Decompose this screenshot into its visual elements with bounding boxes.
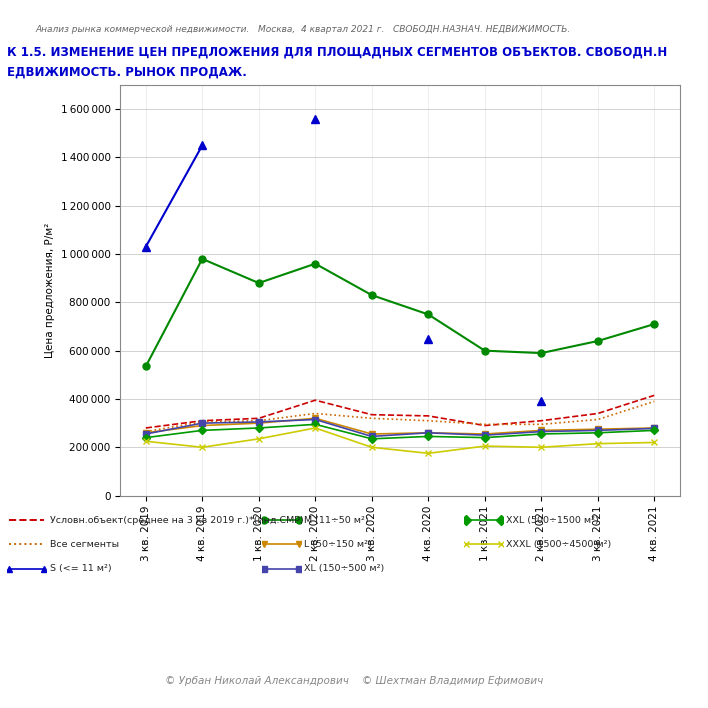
XXXL (1500÷4500 м²) bbox=[255, 435, 263, 443]
Text: © Урбан Николай Александрович    © Шехтман Владимир Ефимович: © Урбан Николай Александрович © Шехтман … bbox=[165, 676, 543, 686]
L (50÷150 м²) bbox=[481, 430, 489, 438]
XXXL (1500÷4500 м²) bbox=[537, 443, 545, 452]
M (11÷50 м²) bbox=[537, 349, 545, 358]
M (11÷50 м²) bbox=[198, 255, 207, 263]
XL (150÷500 м²) bbox=[142, 430, 150, 438]
Все сегменты bbox=[367, 414, 376, 423]
Условн.объект(среднее на 3 кв 2019 г.)*(инд.СМР) bbox=[537, 416, 545, 425]
Line: S (<= 11 м²): S (<= 11 м²) bbox=[142, 115, 545, 406]
L (50÷150 м²) bbox=[593, 425, 602, 433]
XXL (500÷1500 м²) bbox=[198, 426, 207, 435]
Все сегменты bbox=[255, 416, 263, 425]
Text: L (50÷150 м²): L (50÷150 м²) bbox=[304, 540, 372, 549]
XXL (500÷1500 м²) bbox=[481, 433, 489, 442]
Text: К 1.5. ИЗМЕНЕНИЕ ЦЕН ПРЕДЛОЖЕНИЯ ДЛЯ ПЛОЩАДНЫХ СЕГМЕНТОВ ОБЪЕКТОВ. СВОБОДН.Н: К 1.5. ИЗМЕНЕНИЕ ЦЕН ПРЕДЛОЖЕНИЯ ДЛЯ ПЛО… bbox=[7, 46, 668, 59]
Text: M (11÷50 м²): M (11÷50 м²) bbox=[304, 516, 369, 525]
Text: Анализ рынка коммерческой недвижимости.   Москва,  4 квартал 2021 г.   СВОБОДН.Н: Анализ рынка коммерческой недвижимости. … bbox=[35, 25, 571, 34]
Все сегменты bbox=[537, 420, 545, 428]
L (50÷150 м²) bbox=[198, 421, 207, 430]
L (50÷150 м²) bbox=[255, 419, 263, 428]
XXL (500÷1500 м²) bbox=[367, 435, 376, 443]
XL (150÷500 м²) bbox=[255, 418, 263, 426]
Условн.объект(среднее на 3 кв 2019 г.)*(инд.СМР) bbox=[311, 396, 319, 404]
L (50÷150 м²) bbox=[311, 414, 319, 423]
L (50÷150 м²) bbox=[424, 428, 433, 437]
S (<= 11 м²) bbox=[198, 141, 207, 149]
M (11÷50 м²) bbox=[481, 346, 489, 355]
Все сегменты bbox=[650, 397, 658, 406]
XXXL (1500÷4500 м²) bbox=[424, 449, 433, 457]
L (50÷150 м²) bbox=[650, 423, 658, 432]
Все сегменты bbox=[142, 428, 150, 436]
XL (150÷500 м²) bbox=[424, 428, 433, 437]
M (11÷50 м²) bbox=[311, 259, 319, 268]
Line: Все сегменты: Все сегменты bbox=[146, 401, 654, 432]
Все сегменты bbox=[481, 420, 489, 428]
S (<= 11 м²) bbox=[142, 243, 150, 251]
XXXL (1500÷4500 м²) bbox=[198, 443, 207, 452]
M (11÷50 м²) bbox=[255, 279, 263, 287]
XL (150÷500 м²) bbox=[367, 432, 376, 440]
L (50÷150 м²) bbox=[142, 428, 150, 437]
Условн.объект(среднее на 3 кв 2019 г.)*(инд.СМР) bbox=[593, 409, 602, 418]
XXL (500÷1500 м²) bbox=[311, 420, 319, 428]
Text: XL (150÷500 м²): XL (150÷500 м²) bbox=[304, 564, 384, 573]
M (11÷50 м²) bbox=[593, 337, 602, 346]
Text: Условн.объект(среднее на 3 кв 2019 г.)*(инд.СМР): Условн.объект(среднее на 3 кв 2019 г.)*(… bbox=[50, 516, 303, 525]
Text: ЕДВИЖИМОСТЬ. РЫНОК ПРОДАЖ.: ЕДВИЖИМОСТЬ. РЫНОК ПРОДАЖ. bbox=[7, 65, 247, 78]
XXXL (1500÷4500 м²) bbox=[311, 423, 319, 432]
XXL (500÷1500 м²) bbox=[424, 432, 433, 440]
XXL (500÷1500 м²) bbox=[142, 433, 150, 442]
XL (150÷500 м²) bbox=[650, 424, 658, 433]
XXL (500÷1500 м²) bbox=[537, 430, 545, 438]
Условн.объект(среднее на 3 кв 2019 г.)*(инд.СМР) bbox=[367, 411, 376, 419]
M (11÷50 м²) bbox=[367, 291, 376, 299]
XL (150÷500 м²) bbox=[481, 431, 489, 440]
Все сегменты bbox=[311, 409, 319, 418]
S (<= 11 м²) bbox=[537, 397, 545, 406]
XL (150÷500 м²) bbox=[537, 428, 545, 436]
M (11÷50 м²) bbox=[142, 362, 150, 370]
XXXL (1500÷4500 м²) bbox=[593, 440, 602, 448]
XL (150÷500 м²) bbox=[311, 416, 319, 424]
L (50÷150 м²) bbox=[537, 426, 545, 435]
Все сегменты bbox=[593, 416, 602, 424]
M (11÷50 м²) bbox=[650, 320, 658, 329]
Text: XXXL (1500÷4500 м²): XXXL (1500÷4500 м²) bbox=[506, 540, 612, 549]
Line: XXXL (1500÷4500 м²): XXXL (1500÷4500 м²) bbox=[142, 425, 658, 457]
Условн.объект(среднее на 3 кв 2019 г.)*(инд.СМР) bbox=[198, 416, 207, 425]
Line: XL (150÷500 м²): XL (150÷500 м²) bbox=[143, 417, 657, 439]
XXXL (1500÷4500 м²) bbox=[650, 438, 658, 447]
Все сегменты bbox=[424, 416, 433, 425]
XXXL (1500÷4500 м²) bbox=[481, 442, 489, 450]
Условн.объект(среднее на 3 кв 2019 г.)*(инд.СМР) bbox=[142, 423, 150, 432]
Text: S (<= 11 м²): S (<= 11 м²) bbox=[50, 564, 111, 573]
Условн.объект(среднее на 3 кв 2019 г.)*(инд.СМР) bbox=[481, 421, 489, 430]
Условн.объект(среднее на 3 кв 2019 г.)*(инд.СМР) bbox=[424, 411, 433, 420]
Text: Все сегменты: Все сегменты bbox=[50, 540, 119, 549]
XL (150÷500 м²) bbox=[593, 426, 602, 435]
S (<= 11 м²) bbox=[311, 115, 319, 123]
S (<= 11 м²) bbox=[424, 334, 433, 343]
Y-axis label: Цена предложения, Р/м²: Цена предложения, Р/м² bbox=[45, 222, 55, 358]
XXL (500÷1500 м²) bbox=[650, 426, 658, 435]
XXL (500÷1500 м²) bbox=[593, 428, 602, 437]
Line: Условн.объект(среднее на 3 кв 2019 г.)*(инд.СМР): Условн.объект(среднее на 3 кв 2019 г.)*(… bbox=[146, 395, 654, 428]
M (11÷50 м²) bbox=[424, 310, 433, 319]
XL (150÷500 м²) bbox=[198, 419, 207, 428]
XXXL (1500÷4500 м²) bbox=[367, 443, 376, 452]
Line: L (50÷150 м²): L (50÷150 м²) bbox=[142, 415, 658, 438]
Условн.объект(среднее на 3 кв 2019 г.)*(инд.СМР) bbox=[255, 414, 263, 423]
Line: M (11÷50 м²): M (11÷50 м²) bbox=[142, 256, 658, 370]
Line: XXL (500÷1500 м²): XXL (500÷1500 м²) bbox=[143, 421, 657, 442]
XXXL (1500÷4500 м²) bbox=[142, 437, 150, 445]
Условн.объект(среднее на 3 кв 2019 г.)*(инд.СМР) bbox=[650, 391, 658, 399]
Все сегменты bbox=[198, 418, 207, 426]
XXL (500÷1500 м²) bbox=[255, 423, 263, 432]
Text: XXL (500÷1500 м²): XXL (500÷1500 м²) bbox=[506, 516, 599, 525]
L (50÷150 м²) bbox=[367, 430, 376, 438]
